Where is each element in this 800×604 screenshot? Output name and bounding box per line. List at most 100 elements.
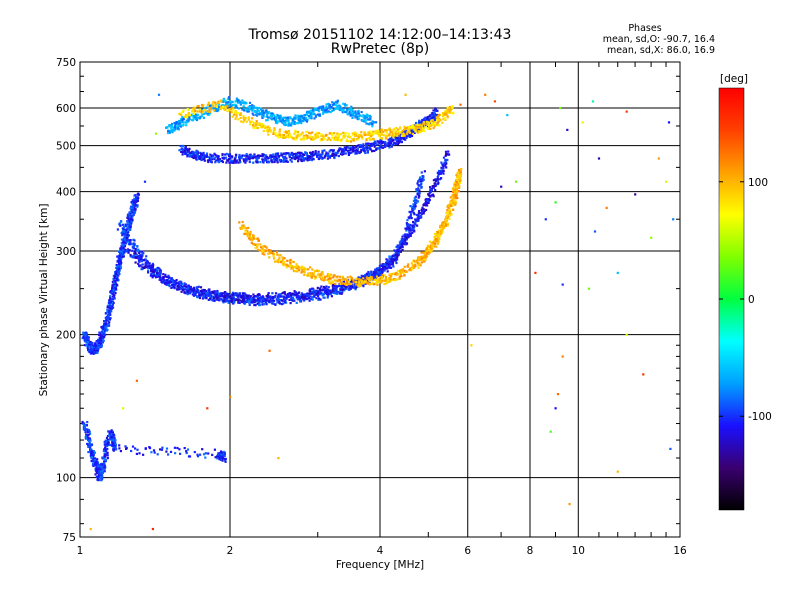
data-point [411,268,413,270]
data-point [288,123,290,125]
data-point [212,101,214,103]
data-point [159,272,161,274]
data-point [357,111,359,113]
data-point [223,300,225,302]
data-point [315,297,317,299]
data-point [342,103,344,105]
data-point [152,264,154,266]
data-point [247,235,249,237]
data-point [285,152,287,154]
data-point [221,293,223,295]
data-point [134,195,136,197]
data-point [222,106,224,108]
data-point [308,159,310,161]
data-point [276,251,278,253]
data-point [222,161,224,163]
data-point [263,160,265,162]
data-point [450,205,452,207]
data-point [153,271,155,273]
data-point [303,154,305,156]
data-point [257,238,259,240]
data-point [429,241,431,243]
data-point [319,287,321,289]
data-point [456,190,458,192]
data-point [328,280,330,282]
data-point [303,117,305,119]
data-point [257,154,259,156]
data-point [307,268,309,270]
data-point [324,279,326,281]
data-point [317,153,319,155]
data-point [299,155,301,157]
data-point [318,297,320,299]
y-tick-label: 400 [56,187,76,199]
data-point [420,215,422,217]
data-point [251,301,253,303]
data-point [350,149,352,151]
data-point [313,158,315,160]
data-point [289,154,291,156]
data-point [452,209,454,211]
data-point [181,116,183,118]
data-point [185,124,187,126]
data-point [407,223,409,225]
data-point [93,351,95,353]
data-point [338,155,340,157]
data-point [206,153,208,155]
data-point [401,246,403,248]
data-point [425,256,427,258]
data-point [448,218,450,220]
data-point [397,245,399,247]
data-point [278,254,280,256]
data-point [246,121,248,123]
data-point [381,277,383,279]
data-point [307,159,309,161]
data-point [138,257,140,259]
data-point [217,102,219,104]
data-point [355,278,357,280]
data-point [417,193,419,195]
data-point [321,153,323,155]
data-point [264,127,266,129]
data-point [222,153,224,155]
data-point [166,276,168,278]
data-point [293,261,295,263]
data-point [133,203,135,205]
data-point [116,284,118,286]
data-point [418,263,420,265]
data-point [328,286,330,288]
data-point [178,113,180,115]
data-point [325,286,327,288]
data-point [265,119,267,121]
data-point [360,151,362,153]
data-point [212,156,214,158]
data-point [209,111,211,113]
data-point [334,290,336,292]
data-point [386,263,388,265]
data-point [446,159,448,161]
data-point [381,146,383,148]
data-point [265,112,267,114]
data-point [403,274,405,276]
data-point [290,122,292,124]
data-point [304,295,306,297]
data-point [322,111,324,113]
data-point [409,215,411,217]
data-point [443,170,445,172]
data-point [269,129,271,131]
data-point [392,265,394,267]
data-point [322,288,324,290]
data-point [242,154,244,156]
data-point [94,343,96,345]
data-point [136,204,138,206]
data-point [294,114,296,116]
data-point [374,146,376,148]
data-point [365,122,367,124]
data-point [135,261,137,263]
data-point [139,265,141,267]
data-point [235,100,237,102]
data-point [362,143,364,145]
data-point [377,281,379,283]
data-point [284,291,286,293]
data-point [281,256,283,258]
